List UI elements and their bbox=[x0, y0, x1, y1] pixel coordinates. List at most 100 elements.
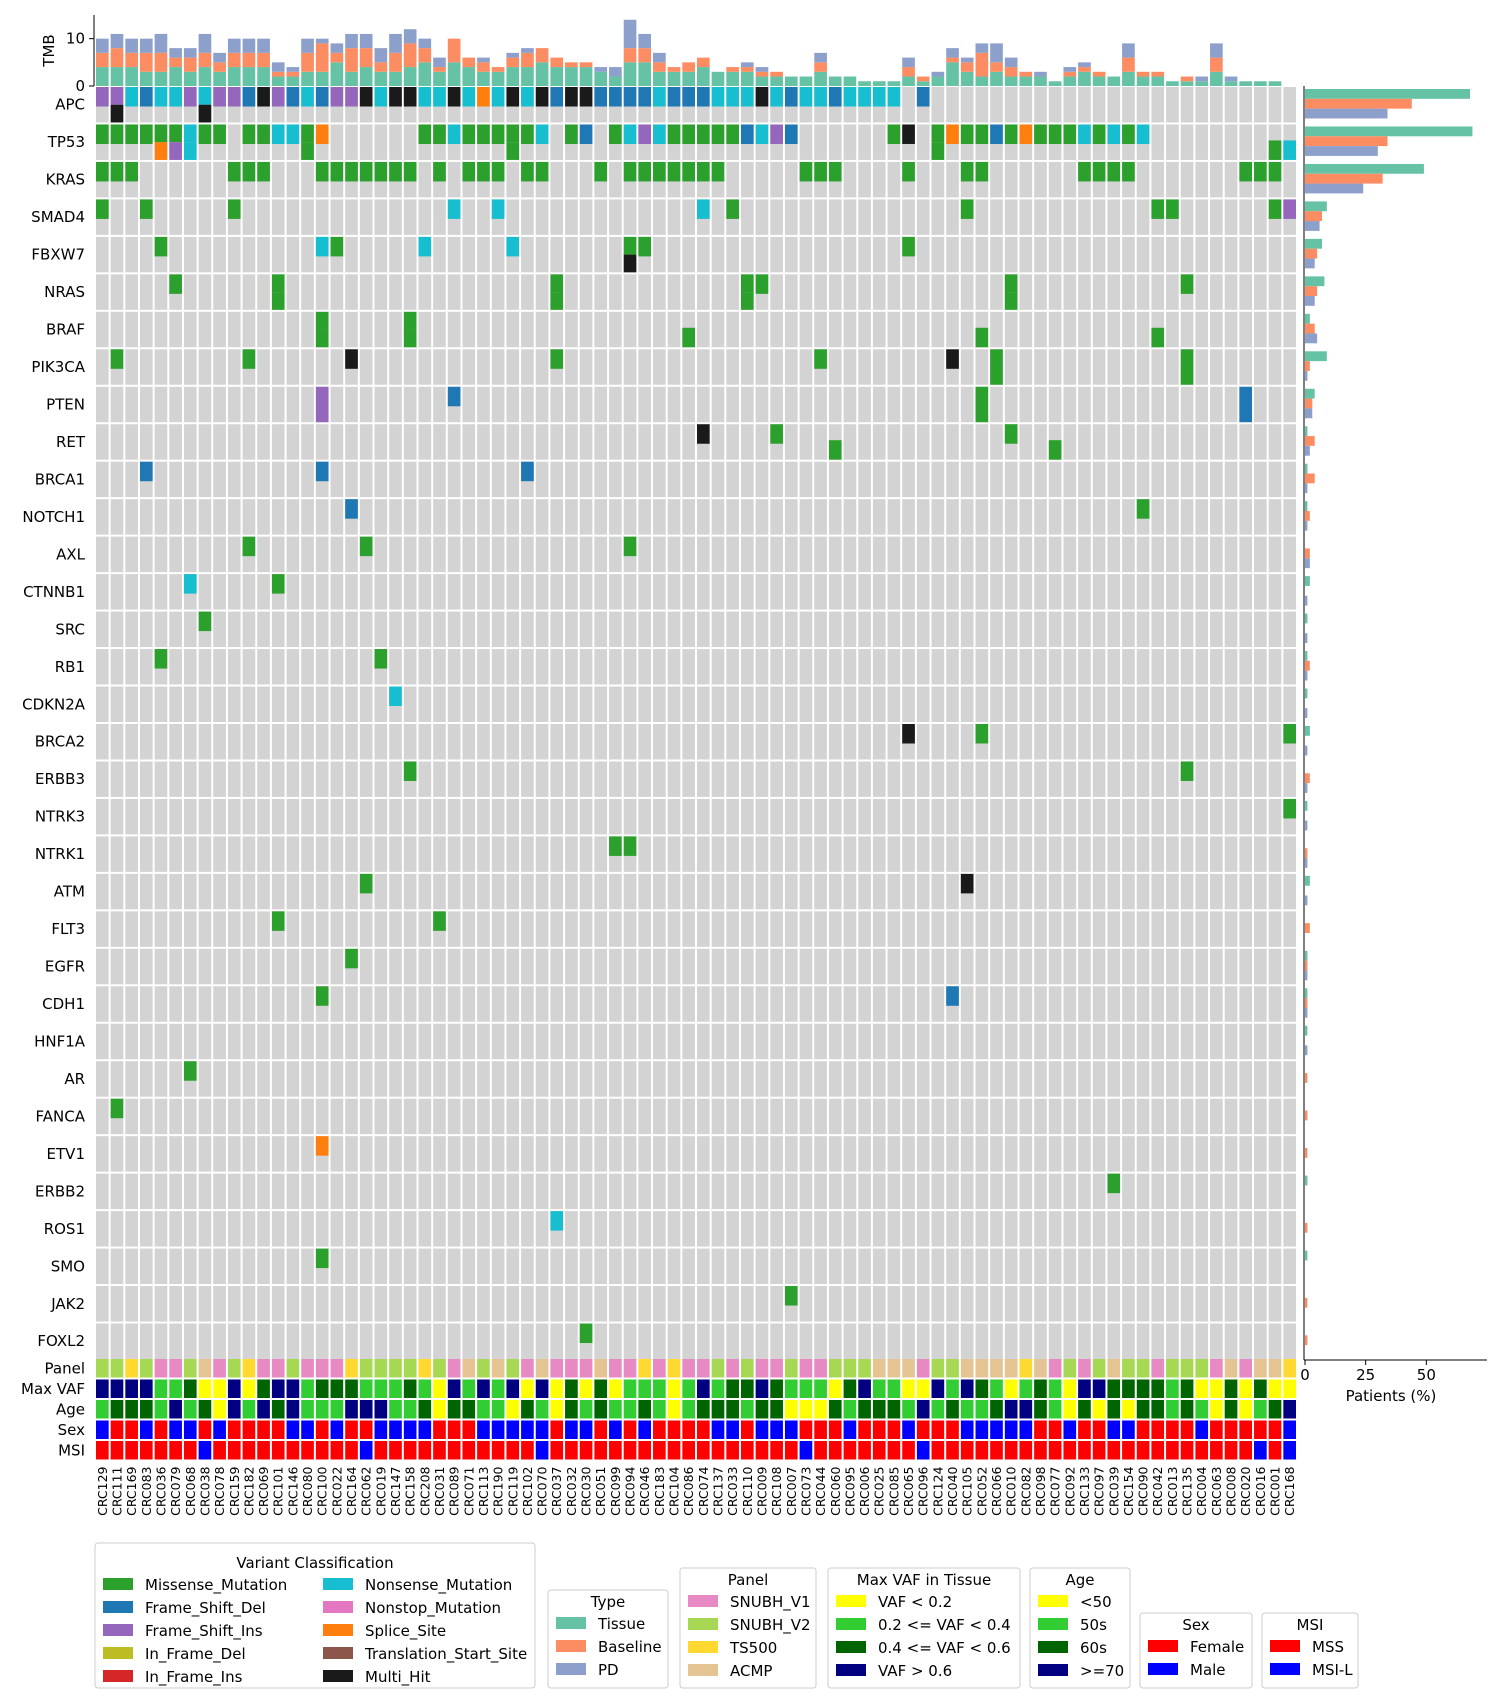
grid-cell bbox=[1268, 986, 1282, 1022]
grid-cell bbox=[1283, 948, 1296, 985]
annotation-cell-sex bbox=[814, 1420, 827, 1439]
annotation-cell-msi bbox=[1239, 1441, 1253, 1460]
grid-cell bbox=[389, 499, 402, 535]
grid-cell bbox=[418, 1061, 432, 1097]
grid-cell bbox=[814, 649, 827, 685]
annotation-cell-sex bbox=[946, 1420, 959, 1439]
grid-cell bbox=[711, 948, 725, 985]
grid-cell bbox=[872, 536, 886, 573]
grid-cell bbox=[477, 1061, 490, 1097]
grid-cell bbox=[1107, 873, 1121, 910]
grid-cell bbox=[1151, 611, 1165, 648]
grid-cell bbox=[1151, 87, 1165, 123]
grid-cell bbox=[653, 499, 666, 535]
grid-cell bbox=[1107, 236, 1121, 273]
grid-cell bbox=[1048, 199, 1062, 235]
grid-cell bbox=[1078, 1323, 1091, 1359]
grid-cell bbox=[1239, 649, 1253, 685]
grid-cell bbox=[667, 1098, 681, 1135]
grid-cell bbox=[477, 1098, 490, 1135]
annotation-cell-sex bbox=[1239, 1420, 1253, 1439]
grid-cell bbox=[858, 236, 871, 273]
grid-cell bbox=[96, 986, 109, 1022]
grid-cell bbox=[638, 723, 652, 760]
grid-cell bbox=[667, 686, 681, 722]
grid-cell bbox=[359, 499, 373, 535]
grid-cell bbox=[755, 349, 769, 385]
grid-cell bbox=[916, 1061, 930, 1097]
grid-cell bbox=[902, 461, 915, 498]
grid-cell bbox=[198, 311, 212, 348]
grid-cell bbox=[579, 798, 593, 835]
grid-cell bbox=[535, 948, 549, 985]
grid-cell bbox=[858, 424, 871, 460]
grid-cell bbox=[1151, 1248, 1165, 1285]
mutation-cell bbox=[902, 723, 915, 744]
grid-cell bbox=[990, 686, 1003, 722]
grid-cell bbox=[359, 1248, 373, 1285]
grid-cell bbox=[1180, 199, 1194, 235]
mutation-cell bbox=[345, 349, 358, 369]
grid-cell bbox=[697, 1286, 710, 1322]
grid-cell bbox=[916, 199, 930, 235]
annotation-cell-sex bbox=[960, 1420, 974, 1439]
freq-bar-baseline bbox=[1305, 136, 1388, 147]
grid-cell bbox=[242, 686, 256, 722]
grid-cell bbox=[169, 723, 182, 760]
grid-cell bbox=[447, 424, 461, 460]
grid-cell bbox=[667, 649, 681, 685]
grid-cell bbox=[535, 536, 549, 573]
grid-cell bbox=[535, 1211, 549, 1247]
annotation-cell-vaf bbox=[301, 1379, 314, 1398]
grid-cell bbox=[477, 349, 490, 385]
grid-cell bbox=[1122, 649, 1135, 685]
grid-cell bbox=[227, 499, 241, 535]
grid-cell bbox=[1283, 649, 1296, 685]
legend-swatch bbox=[688, 1641, 718, 1653]
grid-cell bbox=[565, 1098, 578, 1135]
grid-cell bbox=[1034, 574, 1047, 610]
grid-cell bbox=[682, 274, 695, 310]
annotation-cell-vaf bbox=[227, 1379, 241, 1398]
grid-cell bbox=[653, 649, 666, 685]
annotation-cell-age bbox=[374, 1400, 388, 1419]
annotation-cell-sex bbox=[1224, 1420, 1238, 1439]
mutation-cell bbox=[1239, 404, 1253, 423]
annotation-cell-panel bbox=[711, 1359, 725, 1378]
grid-cell bbox=[1078, 948, 1091, 985]
grid-cell bbox=[1078, 199, 1091, 235]
sample-label: CRC159 bbox=[227, 1466, 242, 1515]
grid-cell bbox=[139, 1211, 153, 1247]
freq-bar-tissue bbox=[1305, 126, 1473, 137]
grid-cell bbox=[1254, 686, 1267, 722]
grid-cell bbox=[682, 911, 695, 947]
grid-cell bbox=[858, 948, 871, 985]
grid-cell bbox=[990, 611, 1003, 648]
grid-cell bbox=[213, 1323, 226, 1359]
grid-cell bbox=[433, 199, 446, 235]
grid-cell bbox=[374, 274, 388, 310]
grid-cell bbox=[799, 1248, 813, 1285]
grid-cell bbox=[242, 1211, 256, 1247]
gene-label: ROS1 bbox=[44, 1220, 85, 1238]
annotation-cell-age bbox=[330, 1400, 344, 1419]
grid-cell bbox=[213, 686, 226, 722]
annotation-cell-vaf bbox=[242, 1379, 256, 1398]
annotation-cell-vaf bbox=[183, 1379, 197, 1398]
tmb-bar-baseline bbox=[403, 43, 417, 68]
grid-cell bbox=[1195, 424, 1209, 460]
grid-cell bbox=[638, 349, 652, 385]
grid-cell bbox=[1195, 723, 1209, 760]
grid-cell bbox=[682, 836, 695, 872]
grid-cell bbox=[975, 1173, 989, 1210]
grid-cell bbox=[579, 911, 593, 947]
grid-cell bbox=[389, 349, 402, 385]
grid-cell bbox=[1224, 1136, 1238, 1172]
grid-cell bbox=[1048, 911, 1062, 947]
grid-cell bbox=[1195, 311, 1209, 348]
grid-cell bbox=[198, 1248, 212, 1285]
grid-cell bbox=[286, 349, 300, 385]
tmb-bar-pd bbox=[227, 38, 241, 53]
grid-cell bbox=[213, 574, 226, 610]
